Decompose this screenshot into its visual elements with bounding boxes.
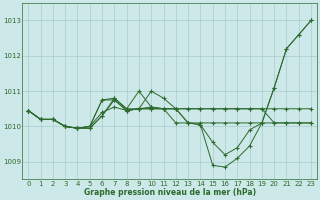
X-axis label: Graphe pression niveau de la mer (hPa): Graphe pression niveau de la mer (hPa) — [84, 188, 256, 197]
